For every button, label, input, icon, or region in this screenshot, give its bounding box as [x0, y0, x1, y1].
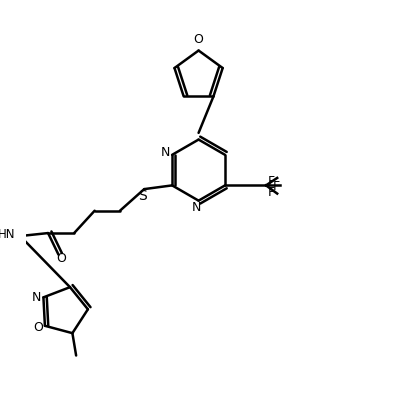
Text: O: O — [33, 321, 43, 334]
Text: N: N — [161, 146, 170, 159]
Text: F: F — [268, 175, 275, 188]
Text: N: N — [192, 201, 201, 214]
Text: S: S — [138, 189, 147, 203]
Text: F: F — [273, 180, 280, 193]
Text: HN: HN — [0, 228, 16, 241]
Text: O: O — [194, 33, 203, 46]
Text: N: N — [32, 291, 41, 304]
Text: O: O — [57, 252, 66, 265]
Text: F: F — [268, 186, 275, 199]
